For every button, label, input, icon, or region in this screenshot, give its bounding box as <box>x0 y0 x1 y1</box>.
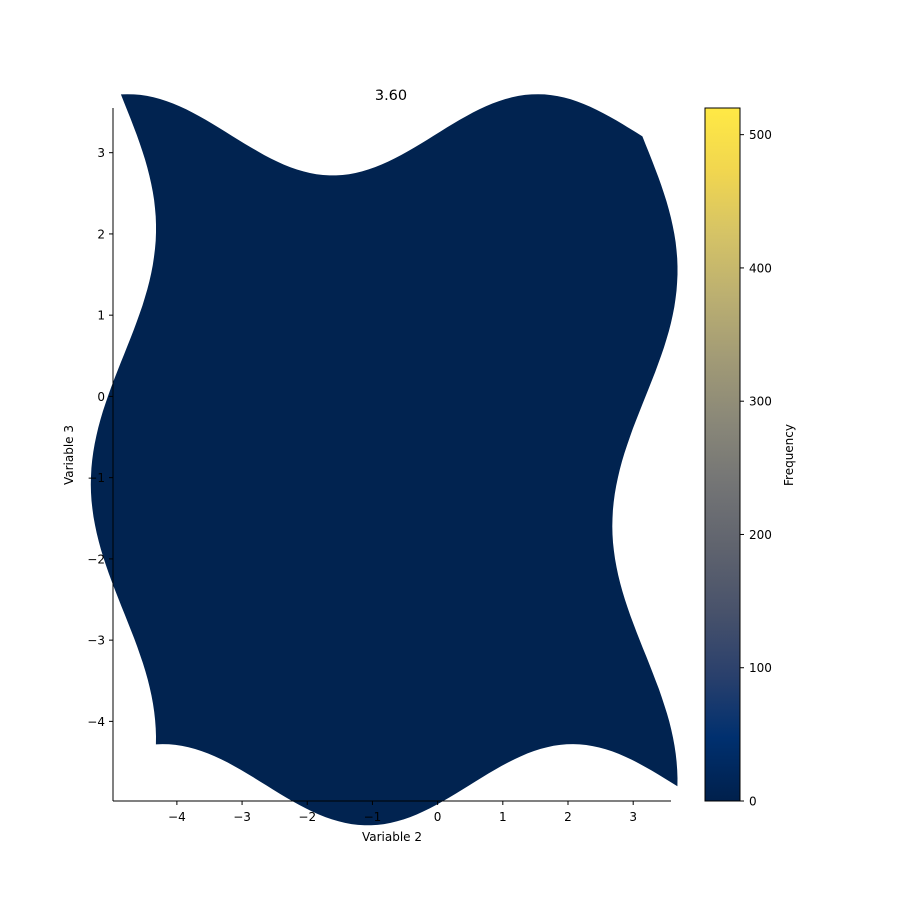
y-axis-ticks: −4 −3 −2 −1 0 1 2 3 <box>87 146 113 729</box>
colorbar-gradient <box>704 107 741 802</box>
colorbar-tick-label: 500 <box>749 128 772 142</box>
colorbar-ticks: 0 100 200 300 400 500 <box>740 128 772 809</box>
x-tick-label: −1 <box>364 810 382 824</box>
y-axis-label: Variable 3 <box>62 425 76 485</box>
y-tick-label: 0 <box>97 390 105 404</box>
x-tick-label: −2 <box>298 810 316 824</box>
y-tick-label: −1 <box>87 471 105 485</box>
colorbar-tick-label: 300 <box>749 395 772 409</box>
y-tick-label: −3 <box>87 634 105 648</box>
y-tick-label: 3 <box>97 146 105 160</box>
x-axis-label: Variable 2 <box>362 830 422 844</box>
y-tick-label: −2 <box>87 552 105 566</box>
x-tick-label: −4 <box>168 810 186 824</box>
y-tick-label: 2 <box>97 227 105 241</box>
colorbar-label: Frequency <box>782 424 796 486</box>
x-tick-label: 1 <box>499 810 507 824</box>
x-tick-label: 2 <box>564 810 572 824</box>
colorbar-tick-label: 0 <box>749 795 757 809</box>
x-axis-ticks: −4 −3 −2 −1 0 1 2 3 <box>168 801 637 824</box>
plot-area <box>90 94 678 826</box>
x-tick-label: 0 <box>434 810 442 824</box>
x-tick-label: −3 <box>233 810 251 824</box>
colorbar-tick-label: 400 <box>749 261 772 275</box>
heatmap-field <box>90 94 678 826</box>
colorbar: 0 100 200 300 400 500 Frequency <box>704 107 796 809</box>
x-tick-label: 3 <box>629 810 637 824</box>
y-tick-label: 1 <box>97 309 105 323</box>
colorbar-tick-label: 100 <box>749 661 772 675</box>
y-tick-label: −4 <box>87 715 105 729</box>
colorbar-tick-label: 200 <box>749 528 772 542</box>
chart-title: 3.60 <box>375 88 407 104</box>
